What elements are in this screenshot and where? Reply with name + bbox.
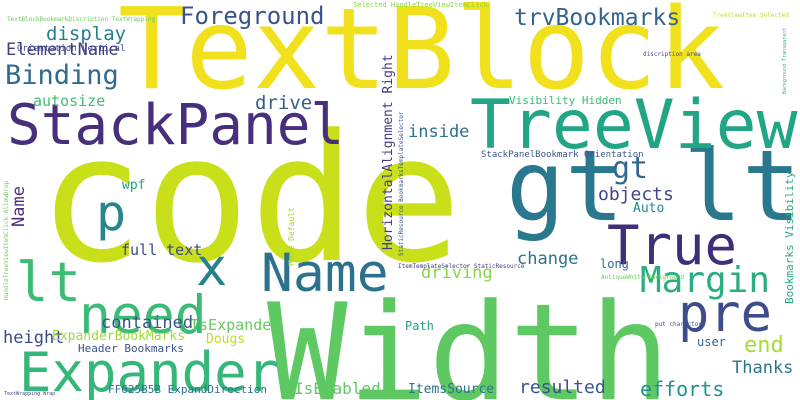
word-mode-default: Mode Default xyxy=(287,207,296,265)
word-x: x xyxy=(196,238,228,298)
word-long: long xyxy=(600,257,629,271)
word-visibility-hidden: Visibility Hidden xyxy=(509,94,622,107)
word-margin: Margin xyxy=(640,260,771,301)
word-code: code xyxy=(38,97,462,302)
word-itemtemplateselector: ItemTemplateSelector StaticResource xyxy=(398,263,525,270)
word-name-vertical: Name xyxy=(9,186,29,227)
word-header-bookmarks: Header Bookmarks xyxy=(78,342,184,355)
word-discription-area: discription area xyxy=(643,51,701,58)
word-resulted: resulted xyxy=(519,377,606,398)
word-isenabled: IsEnabled xyxy=(294,379,381,398)
word-horizontal-alignment-right: HorizontalAlignment Right xyxy=(381,54,396,250)
word-textblockbookmark: TextBlockBookmarkDiscription TextWrappin… xyxy=(7,16,156,23)
word-gt: gt xyxy=(612,151,649,186)
word-isexpanded: IsExpanded xyxy=(190,316,281,334)
word-width: Width xyxy=(267,275,671,400)
word-orientation-vertical: Orientation Vertical xyxy=(17,44,126,54)
word-need: need xyxy=(79,285,207,346)
word-dougs: Dougs xyxy=(206,332,246,347)
word-name-large: Name xyxy=(261,243,389,304)
word-background-transparent: Background Transparent xyxy=(782,27,788,94)
word-user: user xyxy=(697,335,726,349)
word-efforts: efforts xyxy=(640,377,725,400)
word-binding: Binding xyxy=(5,60,119,91)
word-contained: contained xyxy=(101,313,194,333)
word-gt-lt: gt lt xyxy=(506,130,800,244)
word-p: p xyxy=(96,184,127,242)
word-trvbookmarks: trvBookmarks xyxy=(514,5,681,31)
word-handletreeviewitemclick: HandleTreeViewItemClick AllowDrop xyxy=(3,180,10,300)
word-textblock: TextBlock xyxy=(118,0,725,115)
word-auto: Auto xyxy=(633,201,665,216)
word-bookmarks-visibility: Bookmarks Visibility xyxy=(783,171,796,304)
word-expander: Expander xyxy=(19,341,280,400)
word-put-characters: put charactors xyxy=(655,321,706,328)
word-itemssource: ItemsSource xyxy=(408,382,495,397)
word-lt: lt xyxy=(16,251,82,314)
word-wpf: wpf xyxy=(122,178,146,193)
word-end: end xyxy=(744,333,784,358)
word-full-text: full text xyxy=(121,241,203,259)
word-expanderbookmarks: ExpanderBookMarks xyxy=(52,329,186,344)
word-inside: inside xyxy=(408,122,470,142)
word-stackpanel: StackPanel xyxy=(7,93,345,158)
word-objects: objects xyxy=(598,184,674,205)
word-staticresource-bookmarks: StaticResource BookmarksTemplateSelector xyxy=(398,111,405,257)
word-drive: drive xyxy=(255,92,313,114)
word-thanks: Thanks xyxy=(732,358,794,378)
word-antiquewhite-background: AntiqueWhite Background xyxy=(601,274,685,281)
word-selected-handle: Selected HandleTreeViewItemClick xyxy=(353,1,488,9)
word-textwrapping-wrap: TextWrapping Wrap xyxy=(4,391,56,397)
word-pre: pre xyxy=(678,284,772,344)
word-height: height xyxy=(3,328,65,348)
word-display: display xyxy=(46,23,127,45)
word-treeview: TreeView xyxy=(470,86,798,165)
word-ff625b5b: FF625B5B ExpandDirection xyxy=(108,383,267,396)
word-true: True xyxy=(607,214,738,277)
word-foreground: Foreground xyxy=(180,2,325,30)
word-autosize: autosize xyxy=(33,92,106,110)
word-change: change xyxy=(517,249,579,269)
word-path: Path xyxy=(405,319,434,333)
word-treeviewitem-selected: TreeViewItem Selected xyxy=(713,12,789,19)
word-driving: driving xyxy=(421,263,493,283)
word-stackpanelbookmark: StackPanelBookmark Orientation xyxy=(481,150,644,160)
word-elementname: ElementName xyxy=(6,40,119,60)
